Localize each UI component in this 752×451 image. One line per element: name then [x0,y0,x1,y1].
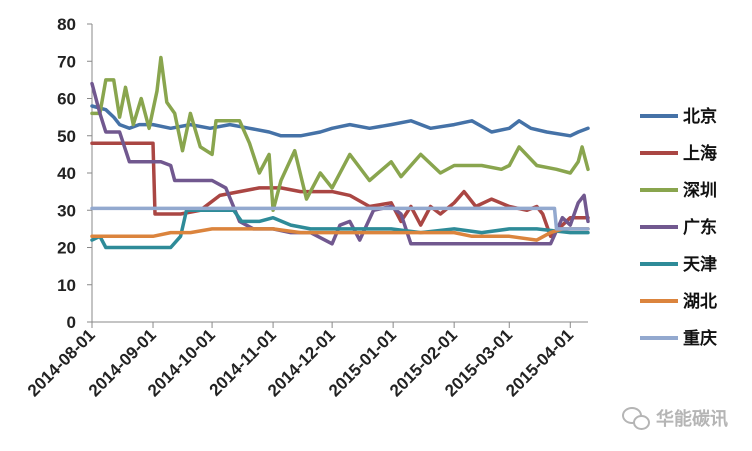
wechat-icon [622,407,650,430]
series-line-3 [90,81,590,246]
legend-label-5: 湖北 [683,292,717,312]
x-axis-ticks: 2014-08-012014-09-012014-10-012014-11-01… [24,322,577,400]
series-lines [90,55,590,250]
series-line-5 [90,227,590,242]
y-tick-label: 60 [57,90,76,109]
series-line-0 [90,104,590,138]
legend-label-6: 重庆 [683,328,717,349]
y-tick-label: 40 [57,164,76,183]
legend-label-3: 广东 [683,217,717,238]
y-tick-label: 50 [57,127,76,146]
series-line-4 [90,208,590,250]
y-tick-label: 80 [57,15,76,34]
y-tick-label: 30 [57,201,76,220]
legend-label-4: 天津 [683,254,717,275]
y-axis-ticks: 0 10 20 30 40 50 60 70 80 [57,15,92,332]
series-line-2 [90,55,590,213]
watermark: 华能碳讯 [622,405,728,431]
y-tick-label: 70 [57,52,76,71]
y-tick-label: 20 [57,239,76,258]
legend-label-0: 北京 [683,106,717,127]
series-line-6 [90,206,590,231]
watermark-text: 华能碳讯 [656,409,728,430]
y-tick-label: 10 [57,276,76,295]
legend-label-2: 深圳 [683,180,717,201]
legend-label-1: 上海 [683,143,717,164]
y-tick-label: 0 [67,313,76,332]
